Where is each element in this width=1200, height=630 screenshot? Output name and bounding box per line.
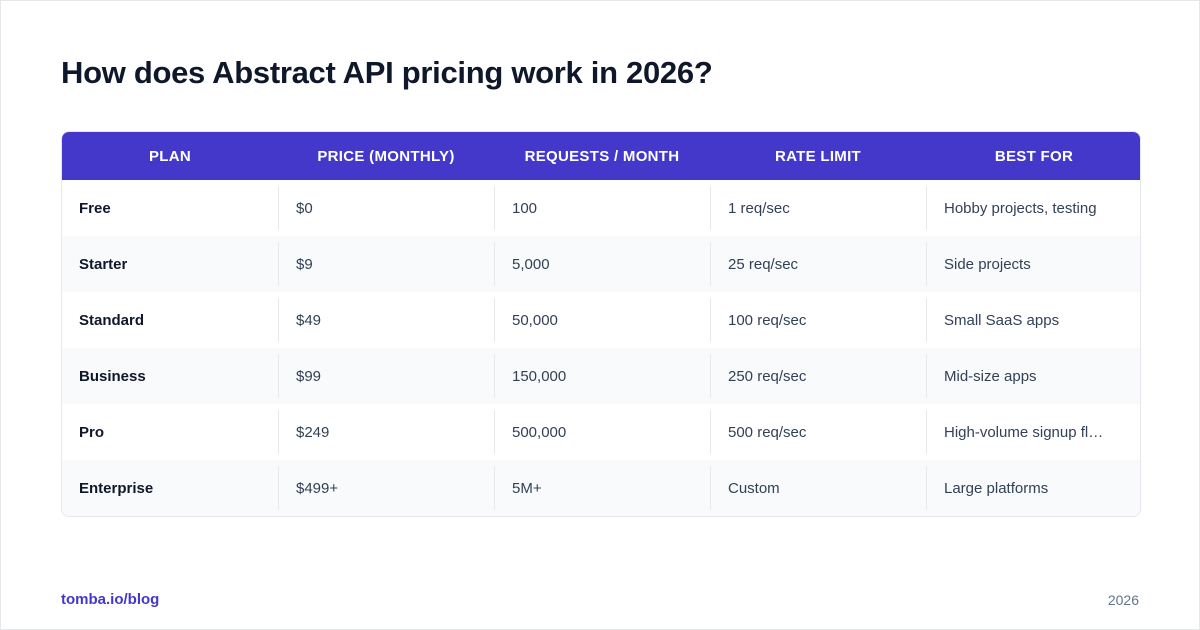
cell-price: $99 (278, 348, 494, 404)
cell-text: Enterprise (79, 479, 154, 497)
cell-text: $249 (296, 423, 330, 441)
cell-text: Hobby projects, testing (944, 199, 1097, 217)
cell-price: $249 (278, 404, 494, 460)
cell-text: 100 req/sec (728, 311, 807, 329)
cell-rate-limit: 250 req/sec (710, 348, 926, 404)
cell-text: 50,000 (512, 311, 558, 329)
cell-text: 25 req/sec (728, 255, 799, 273)
cell-plan: Starter (62, 236, 278, 292)
table-row: Business $99 150,000 250 req/sec Mid-siz… (62, 348, 1140, 404)
cell-best-for: High-volume signup flows (926, 404, 1140, 460)
cell-requests: 100 (494, 180, 710, 236)
cell-text: 500 req/sec (728, 423, 807, 441)
cell-plan: Pro (62, 404, 278, 460)
cell-text: Side projects (944, 255, 1031, 273)
cell-rate-limit: 1 req/sec (710, 180, 926, 236)
table-row: Starter $9 5,000 25 req/sec Side project… (62, 236, 1140, 292)
cell-rate-limit: 100 req/sec (710, 292, 926, 348)
cell-requests: 5,000 (494, 236, 710, 292)
cell-plan: Business (62, 348, 278, 404)
cell-best-for: Hobby projects, testing (926, 180, 1140, 236)
cell-text: Business (79, 367, 146, 385)
cell-text: $49 (296, 311, 322, 329)
header-price: PRICE (MONTHLY) (317, 147, 455, 165)
cell-text: 5M+ (512, 479, 542, 497)
cell-best-for: Mid-size apps (926, 348, 1140, 404)
cell-rate-limit: Custom (710, 460, 926, 516)
header-plan: PLAN (148, 147, 192, 165)
table-row: Pro $249 500,000 500 req/sec High-volume… (62, 404, 1140, 460)
cell-best-for: Large platforms (926, 460, 1140, 516)
cell-text: $499+ (296, 479, 339, 497)
cell-text: $99 (296, 367, 322, 385)
cell-text: 1 req/sec (728, 199, 790, 217)
cell-text: Custom (728, 479, 780, 497)
cell-requests: 50,000 (494, 292, 710, 348)
cell-price: $9 (278, 236, 494, 292)
table-row: Enterprise $499+ 5M+ Custom Large platfo… (62, 460, 1140, 516)
cell-best-for: Side projects (926, 236, 1140, 292)
header-requests: REQUESTS / MONTH (524, 147, 680, 165)
pricing-table: PLAN PRICE (MONTHLY) REQUESTS / MONTH RA… (61, 131, 1141, 517)
cell-best-for: Small SaaS apps (926, 292, 1140, 348)
cell-text: Free (79, 199, 111, 217)
table-row: Standard $49 50,000 100 req/sec Small Sa… (62, 292, 1140, 348)
cell-text: Mid-size apps (944, 367, 1037, 385)
cell-price: $49 (278, 292, 494, 348)
cell-text: Pro (79, 423, 105, 441)
cell-price: $0 (278, 180, 494, 236)
table-header: PLAN PRICE (MONTHLY) REQUESTS / MONTH RA… (62, 132, 1140, 180)
cell-text: $9 (296, 255, 313, 273)
cell-text: 150,000 (512, 367, 567, 385)
year-label: 2026 (1107, 592, 1139, 608)
header-best-for: BEST FOR (994, 147, 1074, 165)
cell-rate-limit: 25 req/sec (710, 236, 926, 292)
cell-requests: 5M+ (494, 460, 710, 516)
cell-text: 500,000 (512, 423, 567, 441)
cell-requests: 150,000 (494, 348, 710, 404)
page-title: How does Abstract API pricing work in 20… (61, 55, 713, 90)
cell-text: 100 (512, 199, 538, 217)
cell-rate-limit: 500 req/sec (710, 404, 926, 460)
cell-text: High-volume signup flows (944, 423, 1104, 441)
cell-text: Small SaaS apps (944, 311, 1060, 329)
cell-text: 5,000 (512, 255, 550, 273)
cell-text: $0 (296, 199, 313, 217)
cell-requests: 500,000 (494, 404, 710, 460)
cell-plan: Free (62, 180, 278, 236)
cell-plan: Enterprise (62, 460, 278, 516)
source-link[interactable]: tomba.io/blog (61, 591, 160, 608)
cell-text: Standard (79, 311, 145, 329)
cell-price: $499+ (278, 460, 494, 516)
cell-text: 250 req/sec (728, 367, 807, 385)
cell-text: Starter (79, 255, 128, 273)
cell-plan: Standard (62, 292, 278, 348)
header-rate-limit: RATE LIMIT (774, 147, 862, 165)
table-row: Free $0 100 1 req/sec Hobby projects, te… (62, 180, 1140, 236)
cell-text: Large platforms (944, 479, 1049, 497)
